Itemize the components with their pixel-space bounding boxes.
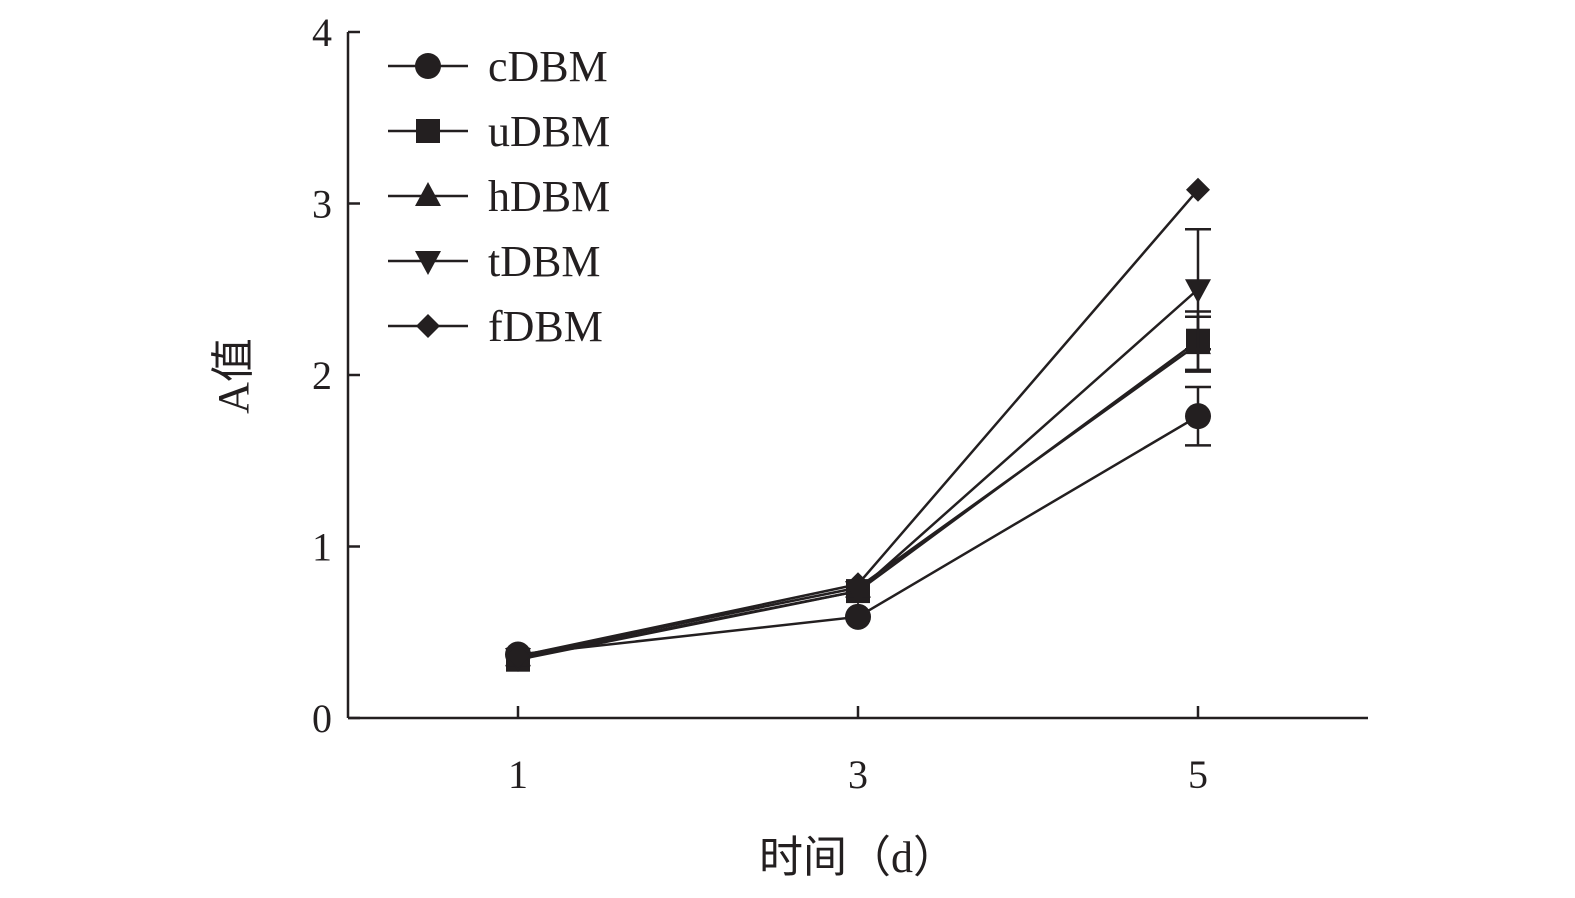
y-tick-label: 4 [312,10,332,55]
legend-label: hDBM [488,172,610,221]
series-cDBM [505,387,1211,668]
series-layer [505,178,1211,672]
legend-marker [416,314,440,338]
legend-item-cDBM: cDBM [388,42,608,91]
legend-label: fDBM [488,302,603,351]
legend-item-fDBM: fDBM [388,302,603,351]
legend-label: cDBM [488,42,608,91]
y-axis-title: A值 [209,338,258,414]
legend-marker [415,251,441,275]
x-tick-label: 1 [508,752,528,797]
y-tick-label: 1 [312,525,332,570]
legend-marker [415,53,441,79]
data-point [845,604,871,630]
legend-label: uDBM [488,107,610,156]
series-fDBM [506,178,1210,668]
data-point [1185,403,1211,429]
y-tick-label: 2 [312,353,332,398]
legend-marker [415,182,441,206]
x-axis-title: 时间（d） [759,833,957,882]
y-tick-label: 0 [312,696,332,741]
x-tick-label: 5 [1188,752,1208,797]
legend-marker [416,119,440,143]
legend-item-tDBM: tDBM [388,237,600,286]
legend-item-uDBM: uDBM [388,107,610,156]
x-tick-label: 3 [848,752,868,797]
axes: 0 1 2 3 4 1 3 5 [312,10,1368,797]
legend: cDBM uDBM hDBM tDBM fDBM [388,42,610,351]
y-tick-label: 3 [312,182,332,227]
data-point [1185,279,1211,303]
legend-item-hDBM: hDBM [388,172,610,221]
legend-label: tDBM [488,237,600,286]
